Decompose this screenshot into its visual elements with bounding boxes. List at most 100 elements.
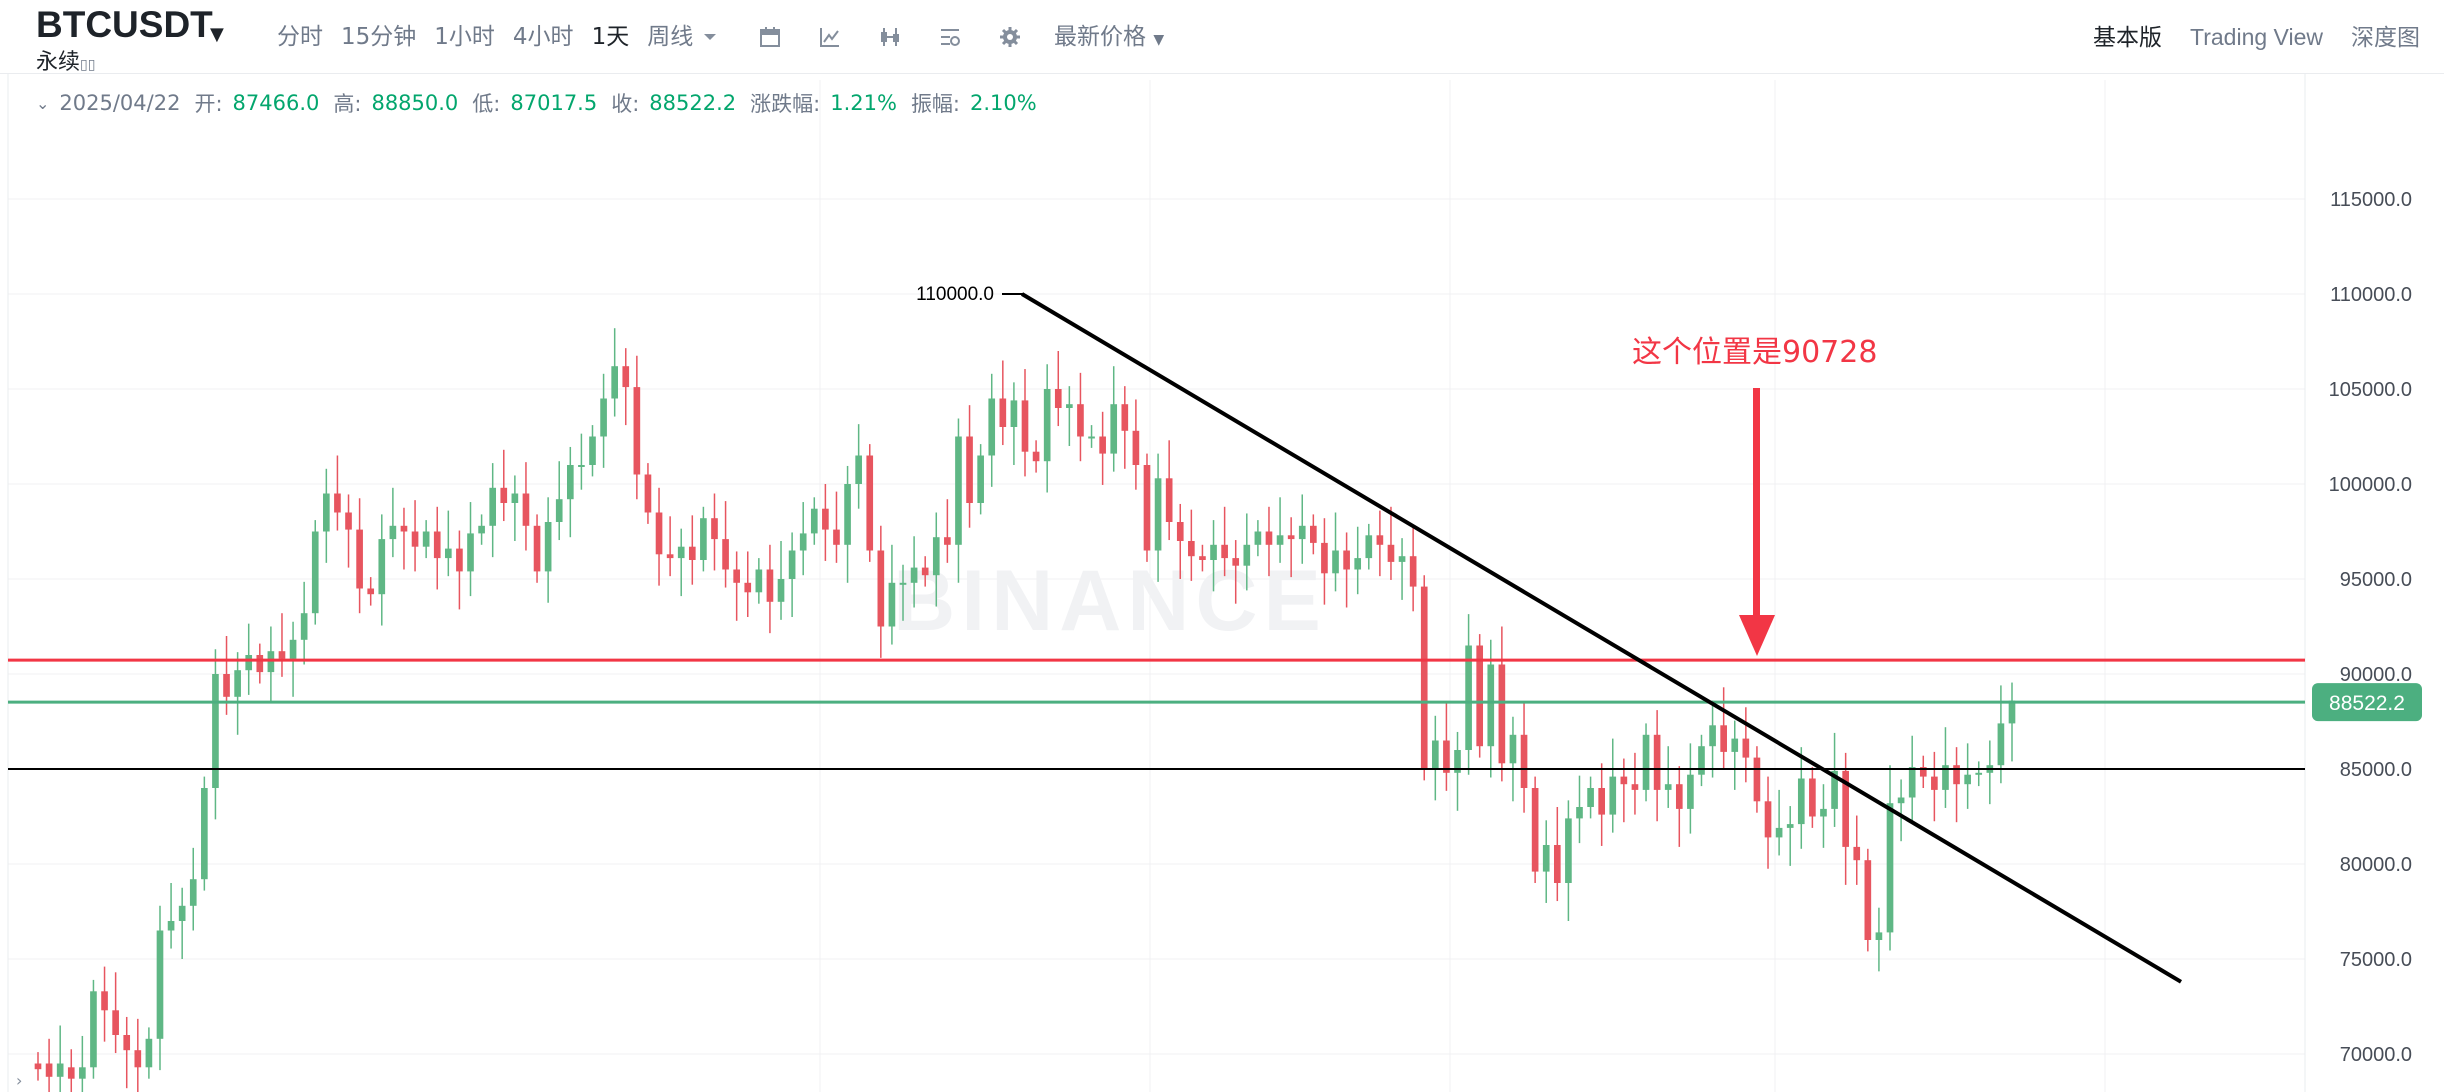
tab-interval-week[interactable]: 周线 <box>647 24 694 50</box>
expand-arrow-icon: › <box>16 1071 22 1090</box>
candle-body <box>1265 531 1273 545</box>
candle-body <box>101 991 108 1011</box>
candle-body <box>411 531 419 547</box>
y-axis-tick-label: 100000.0 <box>2329 474 2412 496</box>
candle-body <box>966 436 973 503</box>
candle-body <box>633 387 641 475</box>
candle-body <box>1576 807 1583 819</box>
candle-body <box>256 655 264 673</box>
indicator-icon[interactable] <box>812 18 848 56</box>
candle-body <box>1664 784 1672 790</box>
candle-body <box>600 398 607 437</box>
candle-body <box>611 366 619 399</box>
candle-body <box>1465 645 1472 750</box>
candle-body <box>189 879 197 906</box>
latest-price-dropdown[interactable]: 最新价格 ▼ <box>1054 18 1164 56</box>
symbol-title[interactable]: BTCUSDT <box>36 4 213 45</box>
annotation-arrow-head <box>1739 615 1775 656</box>
low-label: 低: <box>472 92 501 116</box>
candle-body <box>1809 778 1816 817</box>
open-label: 开: <box>194 92 223 116</box>
candle-body <box>533 525 541 572</box>
candle-body <box>1842 770 1849 847</box>
view-basic[interactable]: 基本版 <box>2093 24 2163 50</box>
low-value: 87017.5 <box>510 91 598 115</box>
candle-body <box>1487 664 1495 747</box>
candle-body <box>1698 746 1705 775</box>
view-switcher: 基本版 Trading View 深度图 <box>2079 18 2434 56</box>
candle-body <box>844 484 851 545</box>
candle-body <box>1953 765 1960 785</box>
candle-body <box>1443 740 1450 773</box>
y-axis-tick-label: 75000.0 <box>2340 949 2412 971</box>
book-icon: ▯▯ <box>80 57 96 73</box>
calendar-icon[interactable] <box>752 18 788 56</box>
interval-tabs: 分时 15分钟 1小时 4小时 1天 周线 <box>268 18 702 56</box>
candle-body <box>1298 525 1306 540</box>
collapse-legend-icon[interactable]: ⌄ <box>36 93 50 113</box>
candle-body <box>1553 845 1561 883</box>
annotation-arrow-shaft <box>1753 388 1760 623</box>
tab-interval-15m[interactable]: 15分钟 <box>341 24 417 50</box>
candle-body <box>1132 430 1140 465</box>
close-label: 收: <box>611 92 640 116</box>
tab-interval-1h[interactable]: 1小时 <box>434 24 495 50</box>
candle-body <box>1720 725 1727 752</box>
candle-body <box>1620 776 1628 785</box>
candle-body <box>45 1063 53 1077</box>
settings-gear-icon[interactable] <box>992 18 1028 56</box>
candle-body <box>1088 436 1095 439</box>
candle-body <box>1764 801 1772 838</box>
candle-body <box>1032 451 1040 462</box>
tab-interval-1d[interactable]: 1天 <box>591 24 630 50</box>
candle-body <box>1343 550 1350 570</box>
candle-body <box>1542 845 1550 872</box>
candle-body <box>1942 765 1949 790</box>
candle-body <box>134 1050 142 1068</box>
candle-body <box>123 1035 131 1051</box>
tab-interval-4h[interactable]: 4小时 <box>512 24 574 50</box>
candle-body <box>1099 436 1106 454</box>
amplitude-value: 2.10% <box>970 91 1037 115</box>
candle-body <box>822 508 829 530</box>
chart-template-icon[interactable] <box>932 18 968 56</box>
y-axis-tick-label: 95000.0 <box>2340 569 2412 591</box>
trendline <box>1020 292 2183 984</box>
candle-body <box>766 569 774 602</box>
tab-interval-time[interactable]: 分时 <box>277 24 323 50</box>
candle-body <box>112 1010 119 1035</box>
candle-body <box>1986 765 1994 773</box>
candle-body <box>1232 558 1240 566</box>
candle-style-icon[interactable] <box>872 18 908 56</box>
peak-price-label: 110000.0 <box>916 284 994 305</box>
candle-body <box>300 613 308 640</box>
contract-type: 永续▯▯ <box>36 44 95 76</box>
high-value: 88850.0 <box>371 91 459 115</box>
candle-body <box>1975 772 1983 775</box>
candle-body <box>522 493 530 526</box>
view-tradingview[interactable]: Trading View <box>2190 24 2323 50</box>
y-axis-tick-label: 70000.0 <box>2340 1044 2412 1066</box>
more-intervals-icon[interactable] <box>692 18 728 56</box>
view-depth[interactable]: 深度图 <box>2351 24 2420 50</box>
candle-body <box>1276 535 1284 545</box>
candle-body <box>1797 778 1805 825</box>
candle-body <box>1642 734 1650 790</box>
change-value: 1.21% <box>830 91 897 115</box>
candle-body <box>1154 478 1162 551</box>
candle-body <box>1997 723 2005 766</box>
candle-body <box>1631 784 1639 790</box>
symbol-dropdown-icon[interactable]: ▼ <box>210 24 224 45</box>
latest-price-label: 最新价格 <box>1054 24 1146 50</box>
candle-body <box>688 546 696 560</box>
candle-body <box>1398 556 1406 562</box>
candle-body <box>1121 404 1129 431</box>
candle-body <box>1387 544 1395 562</box>
close-value: 88522.2 <box>649 91 737 115</box>
candle-body <box>444 548 452 559</box>
candle-body <box>955 436 962 545</box>
candle-body <box>700 518 707 560</box>
candle-body <box>622 366 630 388</box>
candle-body <box>932 537 940 576</box>
